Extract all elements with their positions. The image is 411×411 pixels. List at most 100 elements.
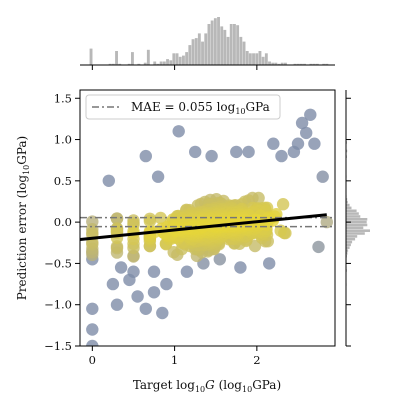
top-hist-bar <box>274 62 278 65</box>
top-hist-bar <box>153 61 157 65</box>
scatter-point <box>106 277 120 291</box>
y-tick-label: −0.5 <box>44 256 72 270</box>
right-hist-bar <box>346 215 361 218</box>
top-hist-bar <box>210 20 214 65</box>
top-hist-bar <box>175 53 179 65</box>
top-hist-bar <box>223 29 227 65</box>
top-hist-bar <box>248 53 252 65</box>
scatter-point <box>205 149 218 163</box>
right-hist-bar <box>346 149 348 153</box>
scatter-point <box>304 108 317 122</box>
scatter-point <box>102 174 116 187</box>
top-hist-bar <box>258 51 262 65</box>
right-hist-bar <box>346 232 365 235</box>
y-tick-label: 1.0 <box>54 133 72 147</box>
scatter-point <box>156 306 169 320</box>
scatter-point <box>131 290 144 303</box>
scatter-point <box>308 137 321 150</box>
top-hist-bar <box>143 62 147 65</box>
x-tick-label: 0 <box>89 353 96 367</box>
top-hist-bar <box>242 41 246 65</box>
top-hist-bar <box>271 62 275 65</box>
top-hist-bar <box>280 62 284 65</box>
scatter-point <box>127 265 140 278</box>
scatter-point <box>242 145 255 159</box>
top-hist-bar <box>322 63 326 65</box>
y-tick-label: −1.0 <box>44 298 72 312</box>
right-histogram-ticks <box>346 97 351 347</box>
top-hist-bar <box>299 63 303 65</box>
top-hist-bar <box>303 63 306 65</box>
right-hist-bar <box>346 226 364 230</box>
scatter-point <box>86 302 99 315</box>
right-hist-bar <box>346 237 356 241</box>
top-hist-bar <box>197 33 201 65</box>
fit-line <box>80 213 327 241</box>
top-hist-bar <box>194 38 198 65</box>
top-hist-bar <box>166 59 169 65</box>
scatter-point <box>274 224 287 237</box>
top-histogram-ticks <box>91 65 258 70</box>
x-tick-label: 1 <box>171 353 178 367</box>
right-hist-bar <box>346 223 368 227</box>
right-hist-bar <box>346 200 348 204</box>
top-hist-bar <box>220 26 224 65</box>
top-hist-bar <box>159 61 163 65</box>
scatter-point <box>189 145 202 159</box>
top-hist-bar <box>261 56 265 65</box>
scatter-point <box>151 170 165 183</box>
right-hist-bar <box>346 218 368 221</box>
top-hist-bar <box>172 53 176 65</box>
scatter-points <box>86 108 333 346</box>
right-hist-bar <box>346 249 349 252</box>
right-hist-bar <box>346 212 359 215</box>
scatter-point <box>295 116 309 130</box>
top-hist-bar <box>293 63 297 65</box>
top-hist-bar <box>108 63 112 65</box>
scatter-point <box>110 212 124 225</box>
top-hist-bar <box>325 63 329 65</box>
legend-box <box>85 94 281 120</box>
scatter-point <box>252 191 265 205</box>
scatter-point <box>234 261 247 274</box>
top-hist-bar <box>312 63 316 65</box>
top-hist-bar <box>127 63 131 65</box>
scatter-point <box>139 302 152 315</box>
right-hist-bar <box>346 246 350 249</box>
right-hist-bar <box>346 209 357 213</box>
y-axis-ticks: 1.5 1.0 0.5 0.0 −0.5 −1.0 −1.5 <box>44 91 80 353</box>
top-hist-bar <box>236 25 240 65</box>
scatter-point <box>110 298 124 311</box>
top-hist-bar <box>252 53 255 65</box>
scatter-point <box>276 198 290 211</box>
scatter-point <box>110 231 124 245</box>
scatter-point <box>316 170 329 183</box>
y-axis-label: Prediction error (log10GPa) <box>15 136 31 301</box>
y-tick-label: 1.5 <box>54 91 72 105</box>
scatter-point <box>172 125 185 138</box>
right-hist-bar <box>346 220 367 224</box>
scatter-point <box>267 137 280 150</box>
right-hist-bar <box>346 203 350 207</box>
right-hist-bar <box>346 229 370 232</box>
scatter-point <box>263 257 276 270</box>
top-hist-bar <box>245 51 249 65</box>
top-hist-bar <box>89 48 93 65</box>
scatter-point <box>312 240 325 254</box>
top-hist-bar <box>255 53 259 65</box>
scatter-point <box>320 215 333 229</box>
scatter-point <box>300 126 313 140</box>
scatter-point <box>160 277 173 291</box>
top-hist-bar <box>146 49 150 65</box>
plot-frame <box>79 89 336 347</box>
legend: MAE = 0.055 log10GPa <box>85 94 281 120</box>
scatter-point <box>147 265 161 278</box>
top-hist-bar <box>178 56 182 65</box>
y-tick-label: 0.5 <box>54 174 72 188</box>
top-hist-bar <box>264 53 268 65</box>
top-hist-bar <box>226 36 230 65</box>
top-hist-bar <box>233 24 236 65</box>
right-hist-bar <box>346 235 358 238</box>
top-hist-bar <box>213 18 217 65</box>
